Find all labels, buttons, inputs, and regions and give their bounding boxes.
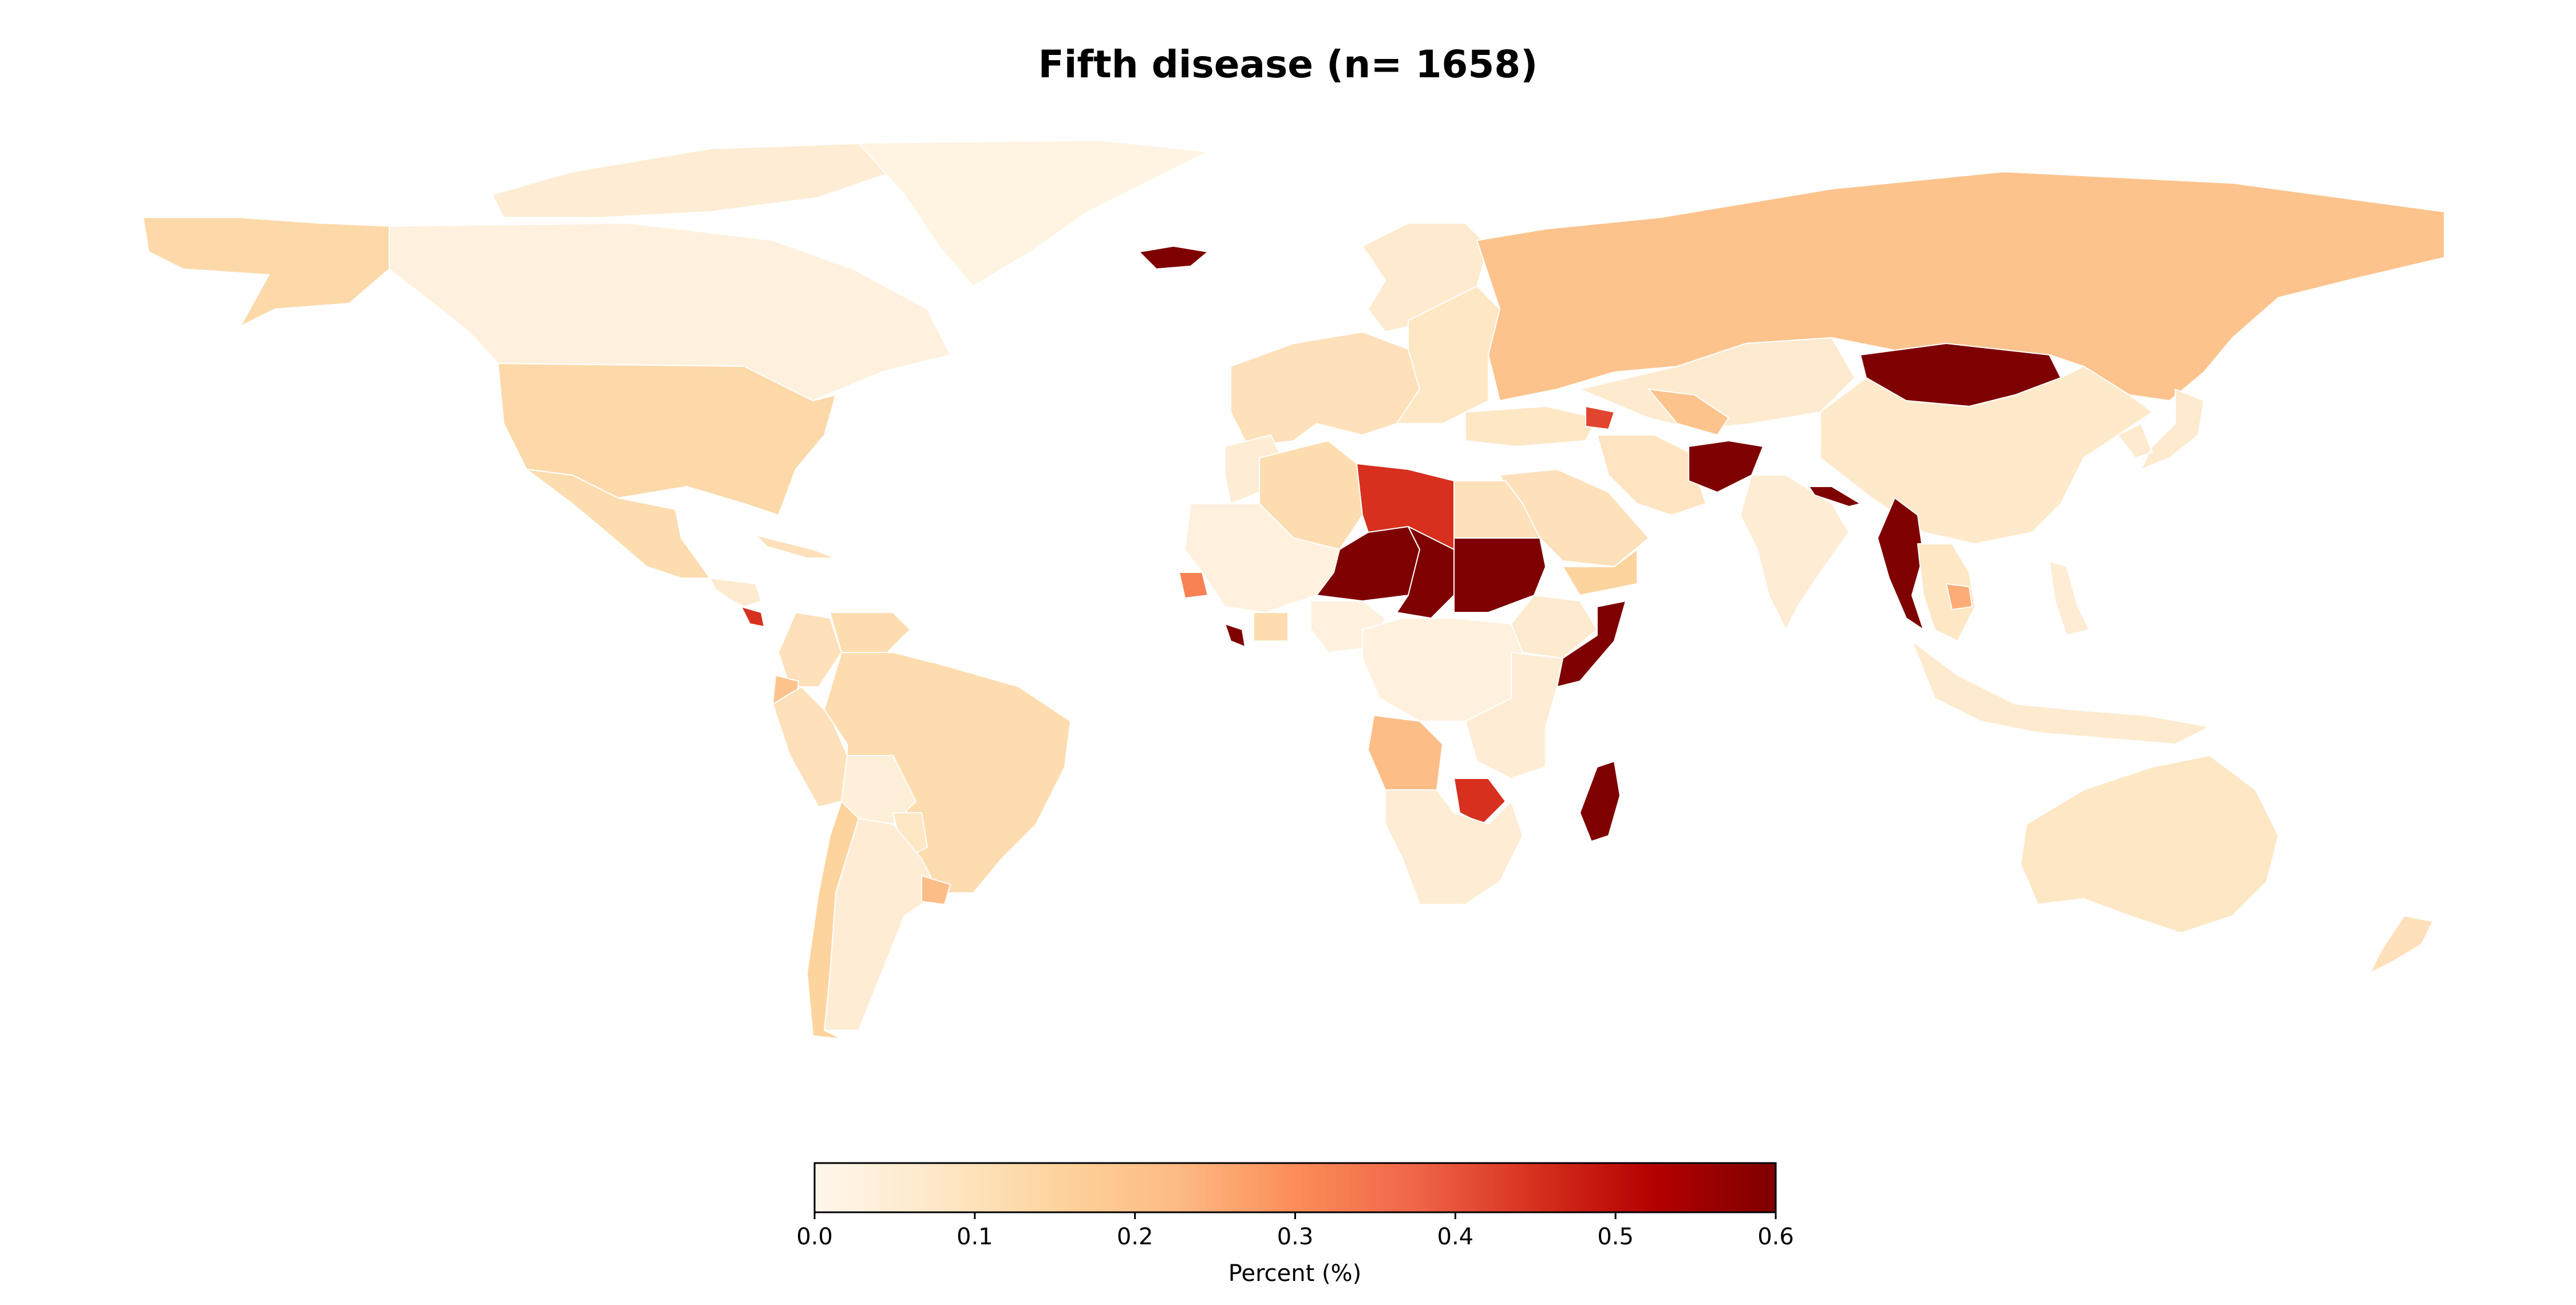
colorbar-tick-label: 0.1 [957,1224,993,1250]
region-azerbaijan [1585,406,1615,430]
region-uzbekistan [1648,389,1729,436]
region-nepal [1808,486,1861,507]
region-madagascar [1579,761,1621,842]
colorbar-label: Percent (%) [1228,1260,1361,1287]
region-costa-rica [741,606,765,627]
region-indochina [1917,543,1976,642]
region-turkey [1465,406,1598,447]
region-chile [807,801,859,1039]
region-colombia [778,612,842,687]
region-alaska [143,217,390,327]
region-ghana [1253,612,1289,642]
region-indonesia [1911,640,2210,745]
region-liberia [1224,623,1246,647]
region-egypt [1453,480,1540,539]
region-east-africa [1465,652,1563,779]
region-southern-africa [1385,789,1523,905]
colorbar-tick-label: 0.6 [1757,1224,1794,1250]
region-cambodia [1946,583,1973,610]
region-arctic-islands [492,143,894,218]
region-uruguay [921,875,951,905]
region-central-america [709,578,762,607]
region-australia [2020,755,2279,934]
colorbar-tick-label: 0.2 [1117,1224,1153,1250]
region-mauritania-mali [1184,503,1340,613]
world-map [143,140,2445,1039]
region-iceland [1139,246,1208,270]
region-yemen [1562,549,1638,596]
region-korea-japan [2117,389,2204,470]
region-somalia [1556,600,1626,687]
region-cuba [755,535,836,559]
colorbar-tick-label: 0.4 [1437,1224,1474,1250]
region-kazakhstan [1579,337,1855,430]
region-sudan [1453,537,1546,613]
region-philippines [2049,560,2090,636]
region-new-zealand [2369,915,2433,974]
region-canada [389,223,951,401]
region-western-europe [1230,331,1420,447]
colorbar-gradient [813,1162,1777,1213]
colorbar-tick-label: 0.3 [1277,1224,1314,1250]
region-venezuela [829,612,911,653]
region-russia [1476,171,2445,401]
region-iran [1597,434,1706,516]
colorbar-tick-label: 0.0 [796,1224,833,1250]
map-title: Fifth disease (n= 1658) [1038,42,1538,86]
region-zimbabwe [1453,778,1506,825]
colorbar-tick-label: 0.5 [1597,1224,1634,1250]
region-greenland [858,140,1208,287]
region-myanmar [1877,497,1924,630]
region-senegal [1179,572,1208,599]
